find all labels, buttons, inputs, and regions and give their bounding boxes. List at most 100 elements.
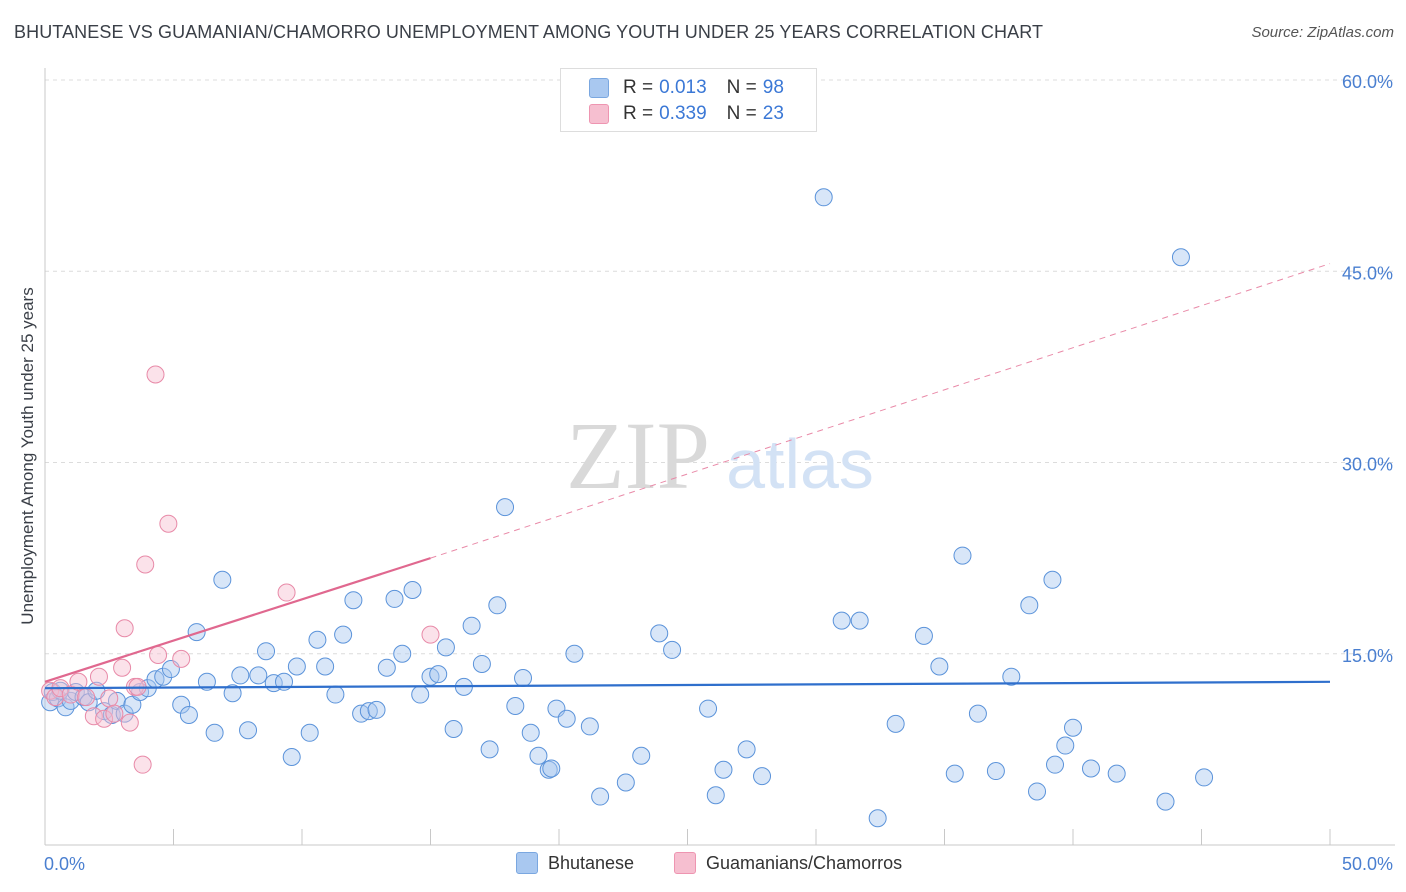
watermark: ZIP atlas bbox=[566, 402, 874, 509]
bhutanese-point bbox=[542, 759, 561, 778]
bhutanese-point bbox=[172, 695, 191, 714]
y-tick-label: 15.0% bbox=[1342, 646, 1393, 666]
bhutanese-point bbox=[1064, 718, 1082, 737]
guamanian-point bbox=[69, 672, 88, 691]
bhutanese-point bbox=[1020, 596, 1039, 615]
bottom-legend-guamanians[interactable]: Guamanians/Chamorros bbox=[674, 852, 902, 874]
bhutanese-point bbox=[393, 644, 412, 663]
axes bbox=[44, 68, 1395, 846]
bhutanese-point bbox=[930, 657, 949, 676]
bhutanese-point bbox=[1028, 782, 1047, 801]
bhutanese-point bbox=[506, 697, 525, 716]
legend-row-guamanians: R = 0.339 N = 23 bbox=[589, 101, 784, 127]
bhutanese-point bbox=[488, 596, 507, 615]
legend-n-value: 23 bbox=[762, 103, 784, 124]
guamanian-point bbox=[146, 365, 165, 384]
bhutanese-point bbox=[205, 723, 224, 742]
bhutanese-point bbox=[326, 685, 345, 704]
guamanian-point bbox=[421, 625, 440, 644]
x-tick-label: 50.0% bbox=[1342, 854, 1393, 874]
bhutanese-point bbox=[557, 709, 576, 728]
bhutanese-point bbox=[1081, 759, 1100, 778]
bhutanese-point bbox=[231, 666, 250, 685]
bhutanese-point bbox=[914, 626, 933, 645]
bhutanese-point bbox=[832, 611, 851, 630]
tick-labels: 15.0% 30.0% 45.0% 60.0% 0.0% 50.0% bbox=[44, 72, 1393, 874]
guamanian-point bbox=[277, 583, 296, 602]
legend: R = 0.013 N = 98 R = 0.339 N = 23 bbox=[560, 68, 817, 132]
bhutanese-point bbox=[616, 773, 635, 792]
bhutanese-point bbox=[1195, 768, 1214, 787]
bhutanese-point bbox=[480, 740, 499, 759]
watermark-atlas: atlas bbox=[726, 425, 874, 503]
bhutanese-point bbox=[403, 581, 422, 599]
bhutanese-point bbox=[1043, 570, 1062, 589]
y-tick-label: 30.0% bbox=[1342, 455, 1393, 475]
guamanian-point bbox=[115, 619, 134, 638]
bhutanese-point bbox=[1171, 248, 1190, 267]
bottom-legend-swatch-bhutanese bbox=[516, 852, 538, 874]
guamanian-point bbox=[95, 709, 114, 728]
legend-swatch-bhutanese bbox=[589, 78, 609, 98]
bottom-legend-bhutanese[interactable]: Bhutanese bbox=[516, 852, 634, 874]
bhutanese-point bbox=[650, 624, 669, 643]
bhutanese-point bbox=[565, 644, 584, 663]
bhutanese-point bbox=[223, 684, 242, 703]
bhutanese-point bbox=[868, 809, 887, 828]
bhutanese-point bbox=[249, 666, 268, 685]
bhutanese-point bbox=[429, 665, 448, 684]
bottom-legend-label: Guamanians/Chamorros bbox=[706, 852, 903, 873]
bhutanese-point bbox=[529, 746, 548, 765]
legend-r-label: R = bbox=[623, 103, 654, 124]
guamanian-point bbox=[120, 713, 139, 732]
guamanian-point bbox=[149, 646, 168, 665]
bhutanese-point bbox=[462, 616, 481, 635]
legend-n-label: N = bbox=[726, 77, 757, 98]
bhutanese-point bbox=[287, 657, 306, 676]
bhutanese-point bbox=[1107, 764, 1126, 783]
bhutanese-point bbox=[367, 700, 386, 719]
bhutanese-point bbox=[436, 638, 455, 657]
trend-lines bbox=[44, 263, 1331, 690]
bhutanese-point bbox=[714, 760, 733, 779]
bhutanese-point bbox=[239, 721, 258, 740]
bhutanese-point bbox=[1156, 792, 1175, 811]
bottom-legend-label: Bhutanese bbox=[548, 852, 635, 873]
y-tick-label: 60.0% bbox=[1342, 72, 1393, 92]
guamanian-point bbox=[113, 658, 132, 677]
guamanian-trend-line bbox=[44, 557, 431, 683]
bhutanese-point bbox=[814, 188, 833, 207]
bhutanese-point bbox=[496, 498, 515, 517]
bhutanese-point bbox=[213, 570, 232, 589]
guamanian-point bbox=[77, 688, 96, 707]
watermark-zip: ZIP bbox=[566, 402, 710, 509]
bhutanese-point bbox=[580, 717, 599, 736]
bhutanese-point bbox=[753, 767, 772, 786]
bhutanese-point bbox=[1002, 667, 1021, 686]
bhutanese-point bbox=[737, 740, 756, 759]
x-tick-label: 0.0% bbox=[44, 854, 85, 874]
bhutanese-point bbox=[179, 705, 198, 724]
bhutanese-point bbox=[699, 699, 718, 718]
bhutanese-point bbox=[1046, 755, 1065, 774]
bhutanese-point bbox=[663, 640, 682, 659]
bhutanese-point bbox=[632, 746, 651, 765]
bhutanese-point bbox=[945, 764, 964, 783]
guamanian-point bbox=[159, 514, 178, 533]
bhutanese-point bbox=[472, 654, 491, 673]
guamanian-point bbox=[172, 649, 191, 668]
bhutanese-point bbox=[706, 786, 725, 805]
guamanian-point bbox=[105, 704, 124, 723]
bhutanese-point bbox=[300, 723, 319, 742]
bhutanese-point bbox=[886, 714, 905, 733]
bhutanese-point bbox=[444, 719, 463, 738]
bhutanese-point bbox=[968, 704, 987, 723]
bottom-legend: Bhutanese Guamanians/Chamorros bbox=[0, 852, 1406, 878]
legend-n-value: 98 bbox=[762, 77, 784, 98]
bhutanese-point bbox=[282, 748, 301, 767]
legend-row-bhutanese: R = 0.013 N = 98 bbox=[589, 75, 784, 101]
bhutanese-point bbox=[953, 546, 972, 565]
bhutanese-point bbox=[334, 625, 353, 644]
y-tick-label: 45.0% bbox=[1342, 263, 1393, 283]
